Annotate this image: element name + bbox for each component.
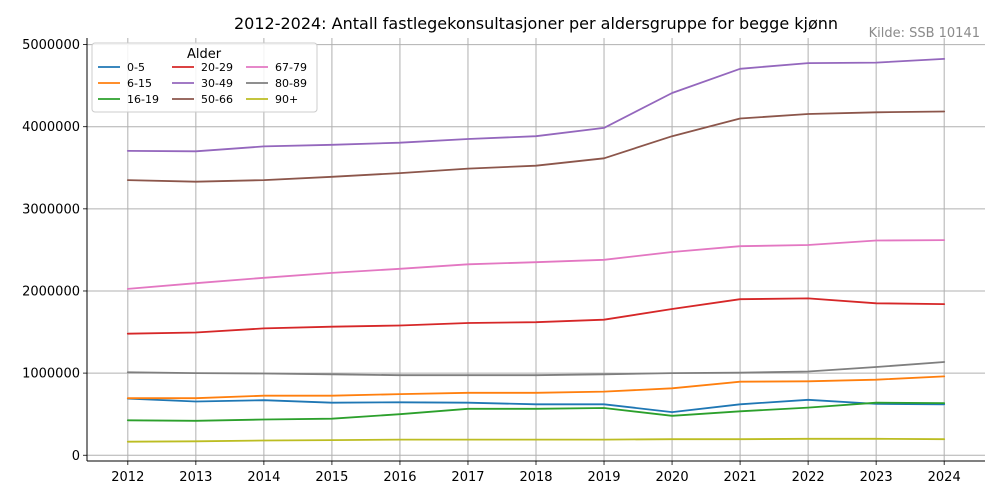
- x-tick-label: 2016: [383, 470, 416, 485]
- series-lines: [126, 58, 946, 443]
- legend-label: 80-89: [275, 77, 307, 90]
- series-line-67-79: [126, 239, 946, 290]
- x-tick-label: 2021: [724, 470, 757, 485]
- x-tick-label: 2020: [656, 470, 689, 485]
- legend-title: Alder: [187, 47, 222, 62]
- legend-label: 30-49: [201, 77, 233, 90]
- legend-label: 16-19: [127, 93, 159, 106]
- y-axis-ticks: 0 1000000 2000000 3000000 4000000 5000000: [22, 38, 87, 464]
- series-line-80-89: [126, 361, 946, 377]
- legend-label: 90+: [275, 93, 298, 106]
- x-tick-label: 2022: [792, 470, 825, 485]
- legend-box: [91, 42, 318, 113]
- legend-label: 50-66: [201, 93, 233, 106]
- legend: Alder 0-5 6-15 16-19 20-29 30-49 50-66 67-79 80…: [91, 42, 318, 113]
- series-line-6-15: [126, 375, 946, 400]
- x-tick-label: 2012: [111, 470, 144, 485]
- x-tick-label: 2014: [247, 470, 280, 485]
- series-line-20-29: [126, 297, 946, 335]
- chart-title: 2012-2024: Antall fastlegekonsultasjoner…: [234, 14, 838, 33]
- y-tick-label: 4000000: [22, 120, 80, 135]
- x-axis-ticks: 2012 2013 2014 2015 2016 2017 2018 2019 2020 2021…: [111, 461, 961, 485]
- x-tick-label: 2024: [928, 470, 961, 485]
- y-tick-label: 0: [72, 449, 80, 464]
- legend-label: 20-29: [201, 61, 233, 74]
- y-tick-label: 3000000: [22, 202, 80, 217]
- y-tick-label: 2000000: [22, 284, 80, 299]
- legend-label: 6-15: [127, 77, 152, 90]
- x-tick-label: 2013: [179, 470, 212, 485]
- x-tick-label: 2023: [860, 470, 893, 485]
- x-tick-label: 2018: [519, 470, 552, 485]
- source-note: Kilde: SSB 10141: [869, 26, 980, 41]
- series-line-16-19: [126, 401, 946, 422]
- y-tick-label: 5000000: [22, 38, 80, 53]
- y-tick-label: 1000000: [22, 367, 80, 382]
- series-line-30-49: [126, 58, 946, 153]
- series-line-50-66: [126, 110, 946, 183]
- x-tick-label: 2019: [587, 470, 620, 485]
- series-line-90+: [126, 437, 946, 443]
- legend-label: 67-79: [275, 61, 307, 74]
- x-tick-label: 2015: [315, 470, 348, 485]
- legend-label: 0-5: [127, 61, 145, 74]
- series-line-0-5: [126, 397, 946, 414]
- x-tick-label: 2017: [451, 470, 484, 485]
